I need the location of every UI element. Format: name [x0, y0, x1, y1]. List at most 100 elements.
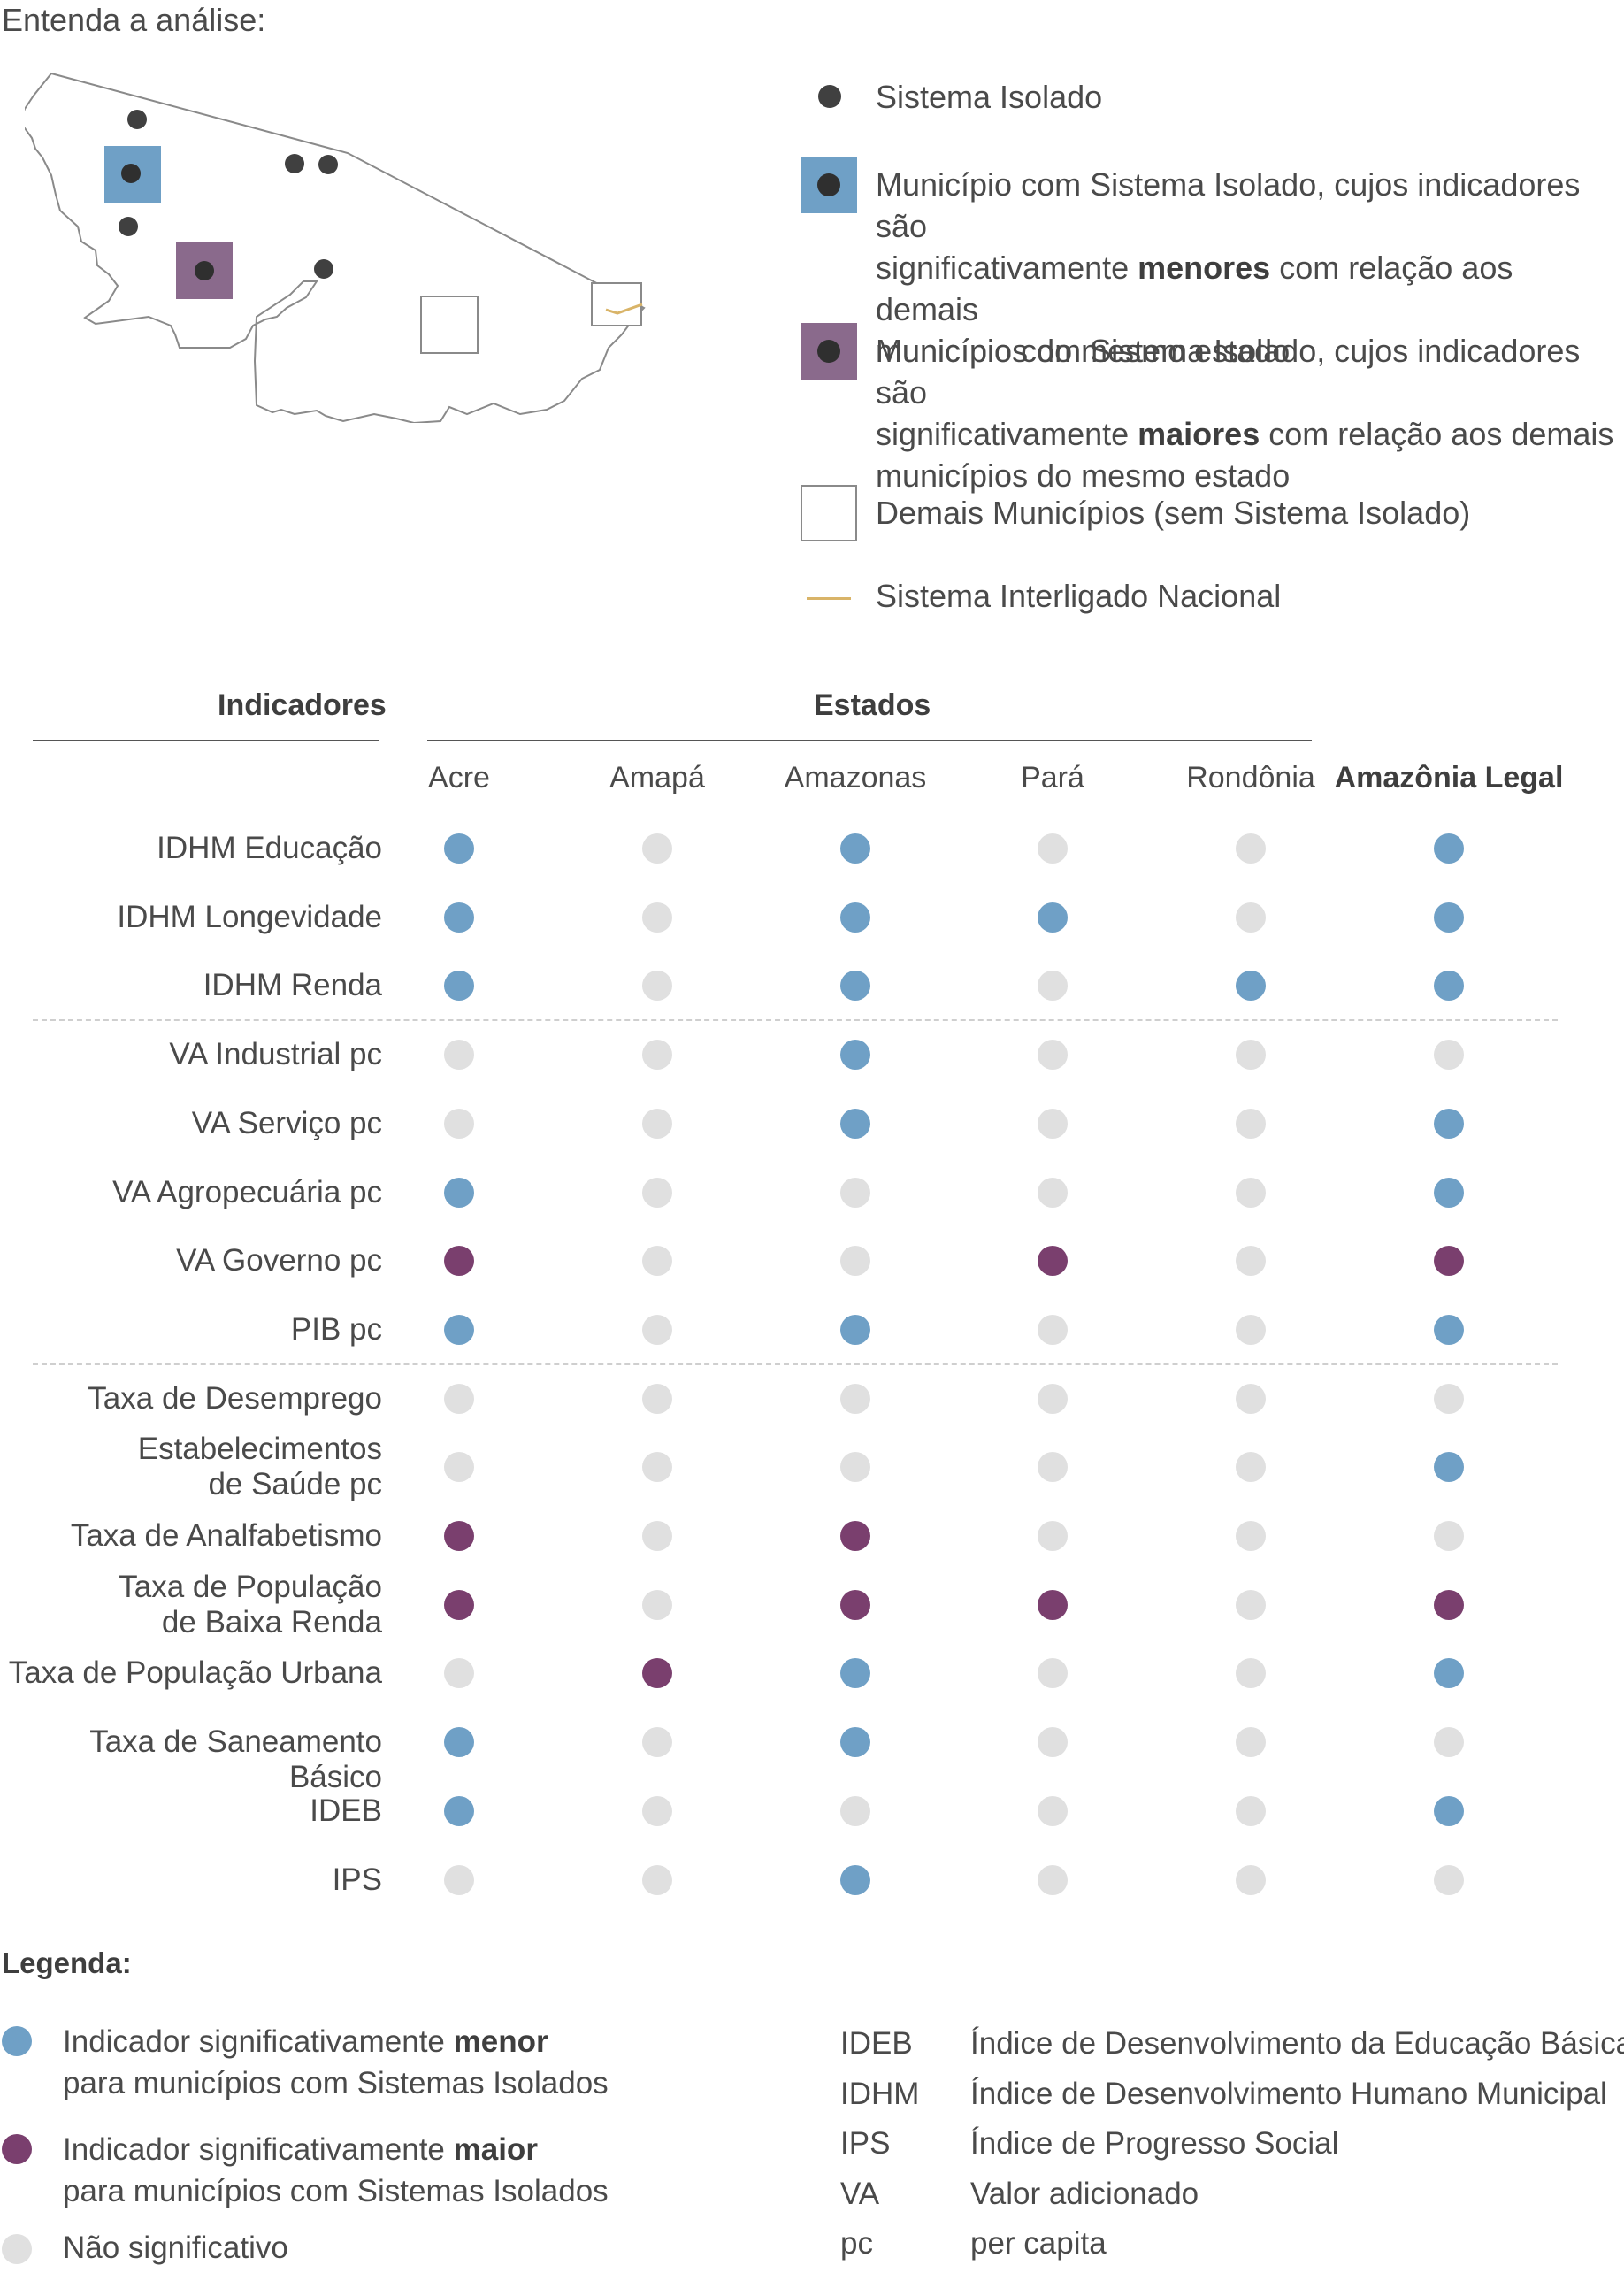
indicator-dot — [1236, 1108, 1266, 1139]
indicator-dot — [1236, 1658, 1266, 1689]
states-header: Estados — [814, 688, 931, 722]
abbreviation-value: Valor adicionado — [970, 2176, 1199, 2211]
indicator-dot — [840, 1589, 870, 1620]
row-label: IPS — [332, 1862, 382, 1897]
indicator-dot — [1236, 1314, 1266, 1345]
indicator-dot — [840, 1452, 870, 1483]
legend-other-label: Demais Municípios (sem Sistema Isolado) — [876, 495, 1471, 531]
legend-higher-indicator: Indicador significativamente maior para … — [63, 2132, 609, 2208]
indicator-dot — [1236, 1177, 1266, 1208]
indicator-dot — [642, 1383, 672, 1414]
indicator-dot — [444, 1727, 474, 1758]
column-header-0: Acre — [428, 761, 490, 795]
indicator-dot — [840, 1521, 870, 1551]
map-isolated-dot — [195, 261, 214, 280]
indicator-dot — [840, 902, 870, 933]
indicator-dot — [444, 1864, 474, 1895]
indicator-dot — [840, 1246, 870, 1277]
indicator-dot — [1434, 1795, 1464, 1826]
sin-line-symbol — [807, 597, 851, 600]
row-label: VA Industrial pc — [169, 1037, 382, 1072]
row-label: IDHM Renda — [203, 968, 382, 1003]
legend-isolated-label: Sistema Isolado — [876, 79, 1103, 115]
indicator-dot — [1236, 833, 1266, 864]
legend-sin-label: Sistema Interligado Nacional — [876, 578, 1282, 614]
abbreviation-key: IDEB — [840, 2026, 913, 2061]
indicator-dot — [1434, 1314, 1464, 1345]
column-header-3: Pará — [1021, 761, 1084, 795]
column-header-5: Amazônia Legal — [1334, 761, 1564, 795]
indicator-dot — [444, 1040, 474, 1071]
indicator-dot — [444, 1383, 474, 1414]
indicator-dot — [840, 1864, 870, 1895]
indicator-dot — [1434, 1864, 1464, 1895]
row-label: Taxa de População de Baixa Renda — [119, 1569, 382, 1639]
indicator-dot — [1236, 1521, 1266, 1551]
state-outline — [25, 72, 646, 423]
group-separator — [33, 1363, 1558, 1365]
abbreviation-value: per capita — [970, 2226, 1107, 2261]
indicator-dot — [1236, 1795, 1266, 1826]
indicator-dot — [1038, 1314, 1068, 1345]
indicator-dot — [1434, 1108, 1464, 1139]
legend-title: Legenda: — [2, 1947, 132, 1979]
row-label: Estabelecimentos de Saúde pc — [137, 1432, 382, 1502]
indicator-dot — [1038, 1177, 1068, 1208]
indicator-dot — [642, 971, 672, 1002]
indicator-dot — [1038, 1108, 1068, 1139]
indicator-dot — [444, 1108, 474, 1139]
row-label: Taxa de Saneamento Básico — [89, 1724, 382, 1795]
indicator-dot — [642, 1658, 672, 1689]
indicator-dot — [1434, 1452, 1464, 1483]
abbreviation-value: Índice de Desenvolvimento Humano Municip… — [970, 2076, 1607, 2111]
indicator-dot — [1038, 1246, 1068, 1277]
indicator-dot — [840, 1658, 870, 1689]
indicator-dot — [1434, 1658, 1464, 1689]
indicator-dot — [1038, 971, 1068, 1002]
indicator-dot — [642, 1795, 672, 1826]
abbreviation-key: VA — [840, 2176, 880, 2211]
legend-ns-indicator: Não significativo — [63, 2231, 288, 2265]
indicator-dot — [1236, 971, 1266, 1002]
indicator-dot — [1038, 902, 1068, 933]
row-label: IDEB — [310, 1793, 382, 1828]
indicator-dot — [840, 1108, 870, 1139]
map-isolated-dot — [121, 164, 141, 183]
indicator-dot — [1236, 1040, 1266, 1071]
legend-lower-indicator: Indicador significativamente menor para … — [63, 2024, 609, 2100]
indicator-dot — [444, 1795, 474, 1826]
abbreviation-value: Índice de Progresso Social — [970, 2126, 1339, 2161]
indicators-header: Indicadores — [218, 688, 387, 722]
indicator-dot — [444, 833, 474, 864]
indicator-dot — [840, 1314, 870, 1345]
abbreviation-value: Índice de Desenvolvimento da Educação Bá… — [970, 2026, 1624, 2061]
indicator-dot — [840, 971, 870, 1002]
state-map — [25, 72, 646, 423]
row-label: Taxa de Analfabetismo — [70, 1518, 382, 1553]
legend-higher-label: Município com Sistema Isolado, cujos ind… — [876, 333, 1614, 494]
map-sin-municipality — [591, 282, 642, 326]
indicator-dot — [642, 1040, 672, 1071]
indicator-dot — [642, 1452, 672, 1483]
indicator-dot — [444, 1658, 474, 1689]
indicator-dot — [444, 1246, 474, 1277]
map-isolated-dot — [285, 154, 304, 173]
indicator-dot — [840, 1177, 870, 1208]
map-isolated-dot — [318, 155, 338, 174]
indicator-dot — [642, 1108, 672, 1139]
indicators-rule — [33, 740, 379, 741]
indicator-dot — [840, 1795, 870, 1826]
indicator-dot — [444, 1452, 474, 1483]
indicator-dot — [1434, 971, 1464, 1002]
lower-indicator-swatch — [2, 2026, 32, 2056]
higher-indicator-swatch — [2, 2134, 32, 2164]
indicator-dot — [1434, 1040, 1464, 1071]
indicator-dot — [1236, 1246, 1266, 1277]
intro-text: Entenda a análise: — [2, 2, 266, 38]
map-isolated-dot — [314, 259, 333, 279]
indicator-dot — [444, 1177, 474, 1208]
indicator-dot — [642, 1521, 672, 1551]
indicator-dot — [642, 902, 672, 933]
indicator-dot — [1038, 1658, 1068, 1689]
